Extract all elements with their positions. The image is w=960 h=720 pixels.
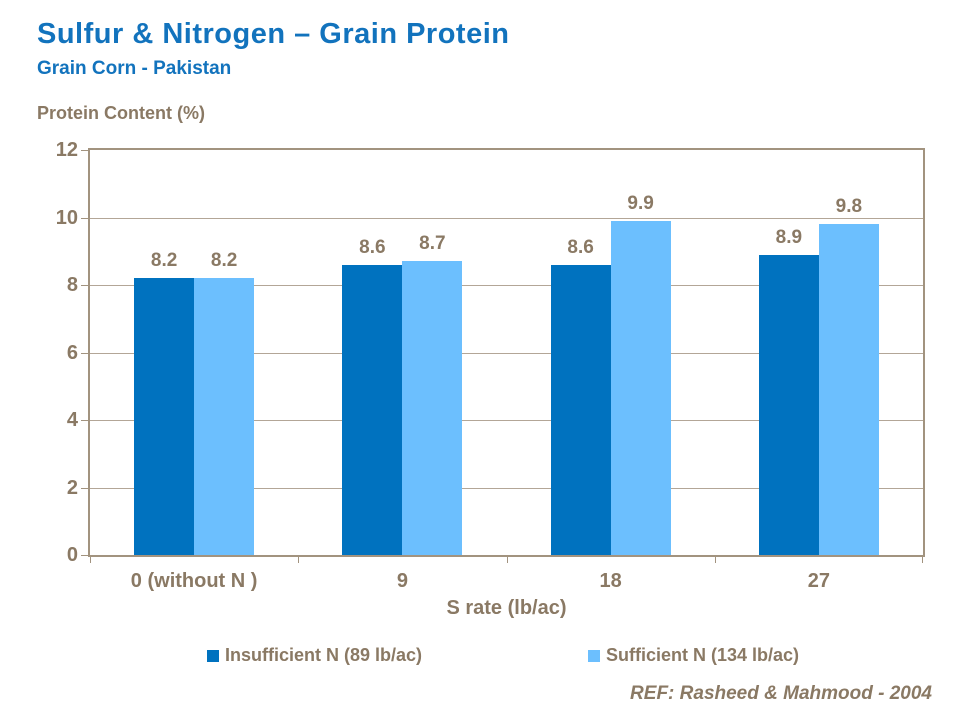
x-tick-mark — [90, 555, 91, 563]
y-tick-mark — [81, 352, 88, 354]
gridline — [90, 217, 923, 219]
x-tick-label: 27 — [807, 570, 830, 592]
y-tick-mark — [81, 555, 88, 556]
x-tick-mark — [298, 555, 300, 563]
legend-label: Insufficient N (89 lb/ac) — [225, 645, 423, 665]
bar-value-label: 8.7 — [419, 233, 446, 255]
x-tick-label: 18 — [599, 570, 622, 592]
y-tick-label: 0 — [66, 544, 78, 566]
legend-swatch-icon — [587, 649, 600, 662]
chart-title: Sulfur & Nitrogen – Grain Protein — [37, 18, 510, 50]
gridline — [90, 352, 923, 354]
x-tick-mark — [506, 555, 508, 563]
legend-swatch-icon — [207, 649, 219, 662]
legend-item-0: Insufficient N (89 lb/ac) — [207, 645, 422, 666]
bar-value-label: 8.2 — [210, 250, 238, 272]
legend: Insufficient N (89 lb/ac) Sufficient N (1… — [207, 645, 799, 666]
bar-value-label: 8.9 — [775, 226, 803, 248]
x-tick-label: 9 — [396, 570, 408, 592]
gridline — [90, 420, 923, 421]
y-tick-mark — [81, 420, 88, 421]
plot-area — [88, 148, 925, 557]
bar-insufficient-cat3 — [758, 254, 819, 555]
y-tick-label: 8 — [66, 274, 78, 296]
chart-subtitle: Grain Corn - Pakistan — [37, 58, 232, 79]
y-axis-title: Protein Content (%) — [37, 103, 205, 123]
gridline — [90, 487, 923, 489]
bar-value-label: 8.6 — [567, 236, 594, 258]
bar-value-label: 8.2 — [150, 250, 178, 272]
x-tick-label: 0 (without N ) — [130, 570, 258, 592]
bar-insufficient-cat0 — [134, 278, 195, 555]
y-tick-label: 4 — [66, 409, 78, 431]
bar-sufficient-cat3 — [818, 224, 879, 555]
gridline — [90, 285, 923, 286]
bar-insufficient-cat1 — [342, 264, 403, 555]
y-tick-label: 10 — [55, 206, 78, 229]
y-tick-mark — [81, 285, 88, 286]
bar-sufficient-cat1 — [402, 261, 463, 555]
legend-item-1: Sufficient N (134 lb/ac) — [587, 645, 799, 666]
legend-label: Sufficient N (134 lb/ac) — [605, 645, 799, 665]
y-tick-label: 2 — [66, 476, 78, 499]
y-tick-mark — [81, 217, 88, 219]
bar-value-label: 9.9 — [627, 192, 654, 214]
bar-value-label: 9.8 — [835, 196, 863, 218]
bar-insufficient-cat2 — [550, 264, 611, 555]
x-axis-title: S rate (lb/ac) — [446, 597, 567, 619]
reference-citation: REF: Rasheed & Mahmood - 2004 — [630, 683, 932, 704]
bar-sufficient-cat2 — [610, 220, 671, 555]
y-tick-mark — [81, 487, 88, 489]
y-tick-mark — [81, 150, 88, 151]
bar-value-label: 8.6 — [359, 236, 386, 258]
x-tick-mark — [714, 555, 716, 563]
bar-sufficient-cat0 — [194, 278, 255, 555]
y-tick-label: 12 — [55, 139, 78, 161]
y-tick-label: 6 — [66, 341, 78, 364]
x-tick-mark — [922, 555, 923, 563]
